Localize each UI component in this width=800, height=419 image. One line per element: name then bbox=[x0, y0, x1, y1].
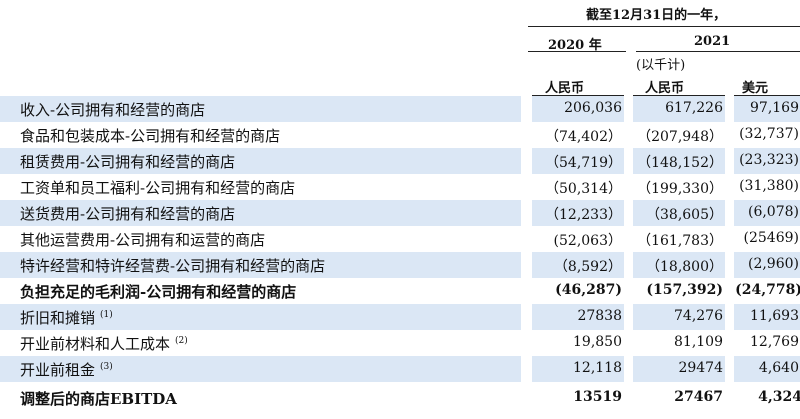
column-rule-2021-usd bbox=[734, 95, 800, 96]
table-row-preopening-rent: 开业前租金 (3) 12,118 29474 4,640 bbox=[0, 356, 800, 382]
value-2020: （74,402） bbox=[545, 129, 622, 145]
value-2021-rmb: 81,109 bbox=[674, 334, 723, 350]
value-2021-rmb: （148,152） bbox=[637, 155, 723, 171]
value-2021-rmb: (157,392) bbox=[646, 282, 723, 298]
period-header: 截至12月31日的一年， bbox=[586, 8, 727, 23]
row-label: 食品和包装成本-公司拥有和经营的商店 bbox=[20, 127, 281, 145]
table-row-delivery: 送货费用-公司拥有和经营的商店 （12,233） （38,605） (6,078… bbox=[0, 200, 800, 226]
value-2021-usd: (6,078) bbox=[747, 204, 799, 220]
row-label: 其他运营费用-公司拥有和运营的商店 bbox=[20, 231, 266, 249]
table-row-gross-profit: 负担充足的毛利润-公司拥有和经营的商店 (46,287) (157,392) (… bbox=[0, 278, 800, 304]
currency-2020-header: 人民币 bbox=[545, 81, 585, 96]
value-2021-usd: (31,380) bbox=[739, 178, 799, 194]
row-label: 负担充足的毛利润-公司拥有和经营的商店 bbox=[20, 283, 297, 301]
value-2020: (46,287) bbox=[555, 282, 622, 298]
value-2020: （8,592） bbox=[553, 259, 622, 275]
value-2020: 206,036 bbox=[564, 100, 622, 116]
value-2020: （50,314） bbox=[545, 181, 622, 197]
value-2020: （12,233） bbox=[545, 207, 622, 223]
row-label: 开业前材料和人工成本 (2) bbox=[20, 335, 188, 353]
row-label: 租赁费用-公司拥有和经营的商店 bbox=[20, 153, 236, 171]
value-2021-usd: (23,323) bbox=[739, 152, 799, 168]
table-row-other-operating: 其他运营费用-公司拥有和运营的商店 (52,063） （161,783） (25… bbox=[0, 226, 800, 252]
table-row-revenue: 收入-公司拥有和经营的商店 206,036 617,226 97,169 bbox=[0, 96, 800, 122]
currency-2021-rmb-header: 人民币 bbox=[645, 81, 685, 96]
value-2020: (52,063） bbox=[553, 233, 622, 249]
footnote-marker: (1) bbox=[100, 310, 113, 320]
row-label: 收入-公司拥有和经营的商店 bbox=[20, 101, 206, 119]
value-2021-rmb: 27467 bbox=[674, 389, 723, 405]
value-2021-usd: (24,778) bbox=[735, 282, 800, 298]
value-2020: 13519 bbox=[573, 389, 622, 405]
year-2021-header: 2021 bbox=[694, 34, 731, 49]
unit-note: (以千计) bbox=[636, 58, 686, 73]
value-2021-usd: 12,769 bbox=[750, 334, 799, 350]
header-rule-2021 bbox=[636, 51, 800, 52]
row-label: 折旧和摊销 (1) bbox=[20, 309, 113, 327]
year-2020-header: 2020 年 bbox=[548, 38, 602, 53]
value-2020: （54,719） bbox=[545, 155, 622, 171]
value-2021-rmb: （161,783） bbox=[637, 233, 723, 249]
value-2021-rmb: 617,226 bbox=[665, 100, 723, 116]
table-row-food-packaging: 食品和包装成本-公司拥有和经营的商店 （74,402） （207,948） (3… bbox=[0, 122, 800, 148]
row-label: 特许经营和特许经营费-公司拥有和经营的商店 bbox=[20, 257, 326, 275]
value-2020: 12,118 bbox=[573, 360, 622, 376]
table-row-payroll: 工资单和员工福利-公司拥有和经营的商店 （50,314） （199,330） (… bbox=[0, 174, 800, 200]
table-row-adjusted-ebitda: 调整后的商店EBITDA 13519 27467 4,324 bbox=[0, 385, 800, 411]
value-2021-rmb: 74,276 bbox=[674, 308, 723, 324]
value-2021-rmb: （38,605） bbox=[646, 207, 723, 223]
table-row-depreciation: 折旧和摊销 (1) 27838 74,276 11,693 bbox=[0, 304, 800, 330]
value-2020: 27838 bbox=[577, 308, 622, 324]
value-2021-usd: 11,693 bbox=[750, 308, 799, 324]
value-2021-usd: 97,169 bbox=[750, 100, 799, 116]
value-2021-rmb: （199,330） bbox=[637, 181, 723, 197]
table-row-preopening-materials: 开业前材料和人工成本 (2) 19,850 81,109 12,769 bbox=[0, 330, 800, 356]
value-2021-usd: 4,324 bbox=[758, 389, 800, 405]
row-label: 送货费用-公司拥有和经营的商店 bbox=[20, 205, 236, 223]
table-row-franchise-fees: 特许经营和特许经营费-公司拥有和经营的商店 （8,592） （18,800） (… bbox=[0, 252, 800, 278]
value-2021-usd: (32,737) bbox=[739, 126, 799, 142]
row-label: 开业前租金 (3) bbox=[20, 361, 113, 379]
currency-2021-usd-header: 美元 bbox=[742, 81, 769, 96]
value-2020: 19,850 bbox=[573, 334, 622, 350]
value-2021-rmb: （207,948） bbox=[637, 129, 723, 145]
value-2021-rmb: （18,800） bbox=[646, 259, 723, 275]
value-2021-usd: 4,640 bbox=[758, 360, 799, 376]
footnote-marker: (3) bbox=[100, 362, 113, 372]
header-rule-2020 bbox=[528, 51, 626, 52]
value-2021-rmb: 29474 bbox=[678, 360, 723, 376]
row-label: 调整后的商店EBITDA bbox=[20, 390, 177, 408]
footnote-marker: (2) bbox=[175, 336, 188, 346]
value-2021-usd: (25469) bbox=[743, 230, 799, 246]
value-2021-usd: (2,960) bbox=[747, 256, 799, 272]
column-rule-2021-rmb bbox=[633, 95, 725, 96]
row-label: 工资单和员工福利-公司拥有和经营的商店 bbox=[20, 179, 296, 197]
table-row-rent: 租赁费用-公司拥有和经营的商店 （54,719） （148,152） (23,3… bbox=[0, 148, 800, 174]
header-rule-period bbox=[528, 26, 800, 27]
column-rule-2020 bbox=[532, 95, 624, 96]
